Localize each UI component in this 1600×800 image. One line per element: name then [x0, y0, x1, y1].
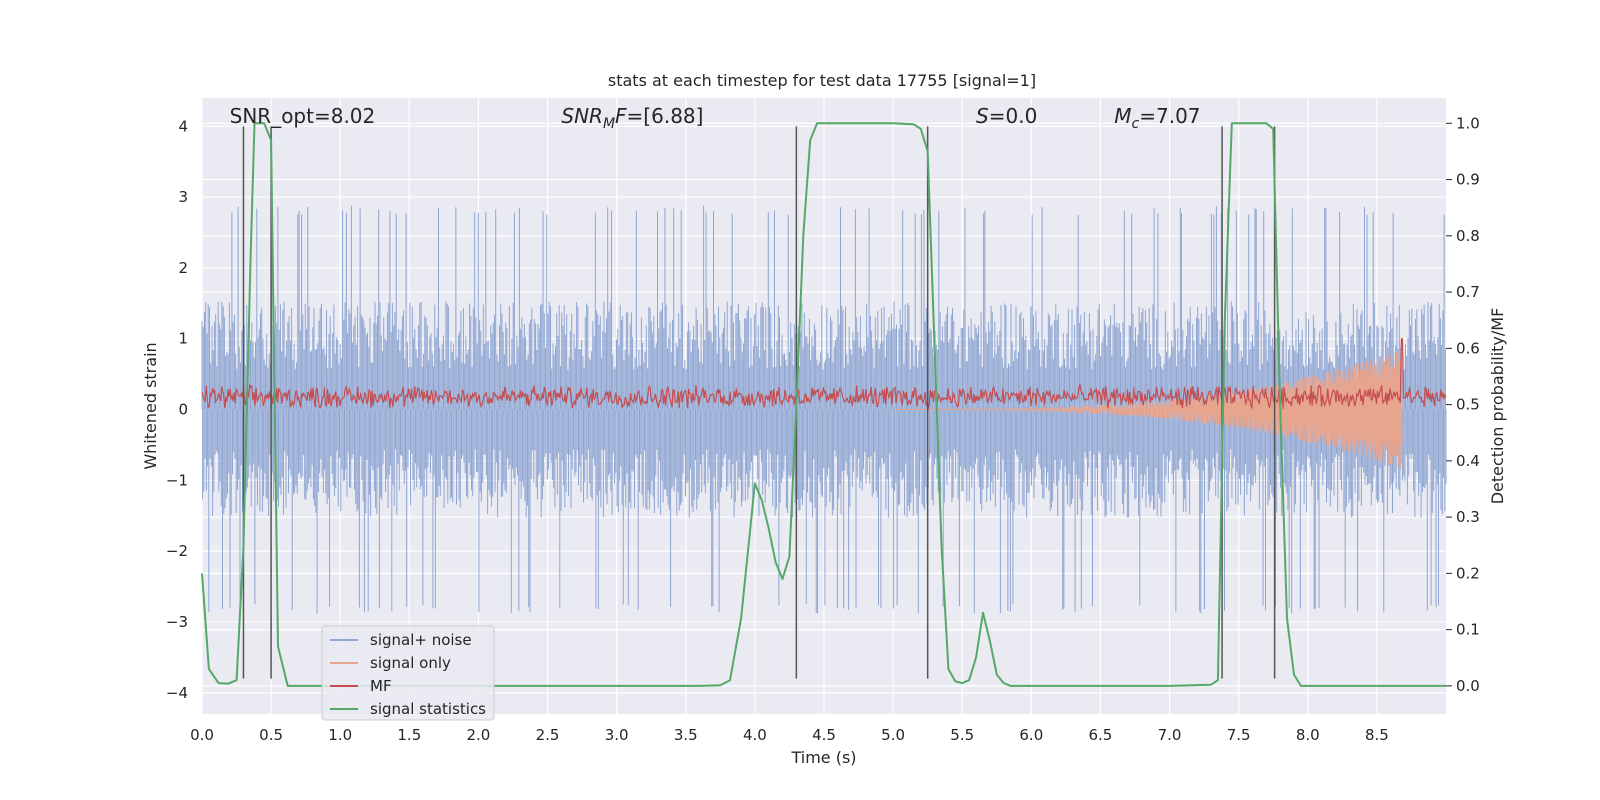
- y-tick-label: 3: [178, 188, 188, 206]
- y-tick-label: −2: [166, 542, 188, 560]
- y2-tick-label: 0.3: [1456, 508, 1480, 526]
- annotations: SNR_opt=8.02 SNRMF=[6.88] S=0.0 Mc=7.07: [230, 104, 1201, 132]
- y-axis-ticks: 4 3 2 1 0 −1 −2 −3 −4: [166, 117, 188, 701]
- x-tick-label: 8.5: [1365, 726, 1389, 744]
- x-tick-label: 6.5: [1089, 726, 1113, 744]
- y2-tick-label: 0.2: [1456, 564, 1480, 582]
- legend: signal+ noise signal only MF signal statist…: [321, 625, 495, 721]
- y2-tick-label: 0.6: [1456, 339, 1480, 357]
- legend-box: [321, 625, 495, 721]
- x-tick-label: 0.5: [259, 726, 283, 744]
- y2-tick-label: 0.1: [1456, 621, 1480, 639]
- mf-trace: [201, 338, 1447, 410]
- x-tick-label: 5.5: [950, 726, 974, 744]
- annotation-snr-opt: SNR_opt=8.02: [230, 104, 376, 128]
- x-tick-label: 5.0: [881, 726, 905, 744]
- signal-statistics-line: [201, 122, 1446, 687]
- x-tick-label: 0.0: [190, 726, 214, 744]
- legend-label: MF: [370, 677, 392, 695]
- y2-tick-label: 0.7: [1456, 283, 1480, 301]
- legend-label: signal statistics: [370, 700, 486, 718]
- legend-label: signal+ noise: [370, 631, 472, 649]
- x-tick-label: 1.0: [328, 726, 352, 744]
- x-tick-label: 7.0: [1158, 726, 1182, 744]
- annotation-snr-mf: SNRMF=[6.88]: [561, 104, 703, 132]
- y-tick-label: −4: [166, 684, 188, 702]
- y2-axis-label: Detection probability/MF: [1488, 308, 1507, 505]
- annotation-mc: Mc=7.07: [1114, 104, 1200, 132]
- x-tick-label: 6.0: [1019, 726, 1043, 744]
- y2-tick-label: 0.9: [1456, 171, 1480, 189]
- signal-only-trace: [893, 352, 1403, 470]
- y-tick-label: −3: [166, 613, 188, 631]
- y-axis-label: Whitened strain: [141, 342, 160, 469]
- y2-axis-ticks: 1.0 0.9 0.8 0.7 0.6 0.5 0.4 0.3 0.2 0.1 0.0: [1446, 114, 1480, 695]
- y2-tick-label: 0.8: [1456, 227, 1480, 245]
- y2-tick-label: 0.0: [1456, 677, 1480, 695]
- y2-tick-label: 0.4: [1456, 452, 1480, 470]
- x-tick-label: 3.0: [605, 726, 629, 744]
- x-tick-label: 4.0: [743, 726, 767, 744]
- signal-only-series: [893, 352, 1403, 470]
- x-axis-label: Time (s): [790, 748, 856, 767]
- y-tick-label: −1: [166, 471, 188, 489]
- x-tick-label: 4.5: [812, 726, 836, 744]
- y-tick-label: 0: [178, 401, 188, 419]
- x-tick-label: 8.0: [1296, 726, 1320, 744]
- y2-tick-label: 1.0: [1456, 114, 1480, 132]
- mf-series: [201, 338, 1447, 410]
- x-tick-label: 3.5: [674, 726, 698, 744]
- signal-statistics-series: [201, 122, 1446, 687]
- y-tick-label: 4: [178, 117, 188, 135]
- x-tick-label: 2.0: [467, 726, 491, 744]
- y2-tick-label: 0.5: [1456, 396, 1480, 414]
- x-axis-ticks: 0.0 0.5 1.0 1.5 2.0 2.5 3.0 3.5 4.0 4.5 5.0 5.5 6.0 6…: [190, 726, 1389, 744]
- x-tick-label: 1.5: [397, 726, 421, 744]
- x-tick-label: 2.5: [536, 726, 560, 744]
- chart-title: stats at each timestep for test data 177…: [608, 71, 1036, 90]
- x-tick-label: 7.5: [1227, 726, 1251, 744]
- legend-label: signal only: [370, 654, 451, 672]
- annotation-s: S=0.0: [976, 104, 1037, 128]
- y-tick-label: 1: [178, 330, 188, 348]
- y-tick-label: 2: [178, 259, 188, 277]
